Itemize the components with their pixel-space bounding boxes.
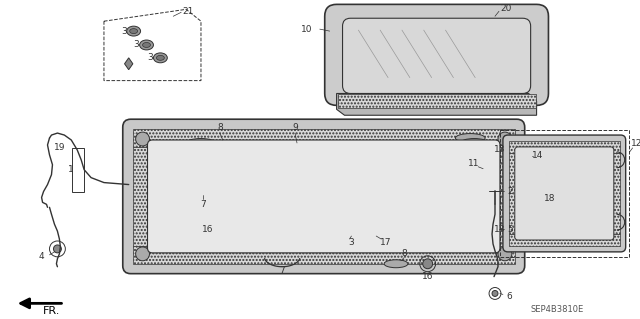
Bar [132,129,515,147]
Text: 10: 10 [301,25,313,33]
Ellipse shape [186,138,216,147]
Bar [152,191,495,201]
Text: 16: 16 [202,225,214,234]
Text: 13: 13 [494,145,506,154]
FancyBboxPatch shape [324,4,548,105]
Ellipse shape [143,42,150,48]
Text: 7: 7 [200,200,206,209]
Text: SEP4B3810E: SEP4B3810E [531,305,584,314]
Text: 13: 13 [494,225,506,234]
Circle shape [524,152,532,160]
Circle shape [480,167,490,177]
Text: 9: 9 [292,122,298,132]
Bar [72,148,84,192]
Text: 7: 7 [279,266,285,275]
Text: 3: 3 [121,26,127,36]
Bar [509,234,620,246]
Ellipse shape [456,134,485,143]
Text: 20: 20 [500,4,511,13]
Circle shape [136,132,150,146]
FancyBboxPatch shape [503,135,626,252]
FancyBboxPatch shape [147,140,500,253]
Circle shape [371,227,381,237]
Ellipse shape [193,144,221,152]
Circle shape [498,247,512,261]
Text: 3: 3 [134,41,140,49]
Circle shape [346,222,356,232]
Text: 18: 18 [544,194,556,203]
Ellipse shape [154,53,167,63]
Ellipse shape [460,138,488,147]
Circle shape [54,245,61,253]
Bar [132,246,515,264]
Ellipse shape [130,29,138,33]
Ellipse shape [384,260,408,268]
Text: 11: 11 [467,159,479,168]
Text: 21: 21 [182,7,194,16]
Ellipse shape [140,40,154,50]
Bar [500,130,628,257]
Text: 4: 4 [39,252,44,261]
Polygon shape [337,93,536,115]
Text: 2: 2 [507,187,513,196]
Bar [337,94,536,108]
Text: 8: 8 [217,122,223,132]
Text: 6: 6 [506,292,512,301]
Circle shape [136,247,150,261]
Bar [509,141,620,153]
Bar [509,153,521,234]
Text: 17: 17 [380,239,392,248]
Text: 19: 19 [54,144,65,152]
Circle shape [492,291,498,296]
FancyBboxPatch shape [342,18,531,93]
FancyBboxPatch shape [123,119,525,274]
Ellipse shape [550,193,579,204]
Text: 1: 1 [68,165,74,174]
Circle shape [203,209,213,219]
Ellipse shape [156,56,164,60]
Circle shape [498,132,512,146]
Text: 3: 3 [349,239,355,248]
Bar [132,147,152,246]
Polygon shape [125,58,133,70]
Text: 3: 3 [148,53,154,62]
Circle shape [423,259,433,269]
Text: 16: 16 [422,272,433,281]
Bar [495,147,515,246]
FancyBboxPatch shape [515,147,614,240]
Ellipse shape [127,26,141,36]
Text: FR.: FR. [43,306,60,316]
Text: 8: 8 [401,249,407,258]
Text: 14: 14 [532,151,543,160]
Text: 12: 12 [631,139,640,148]
Text: 5: 5 [507,225,513,234]
Bar [608,153,620,234]
